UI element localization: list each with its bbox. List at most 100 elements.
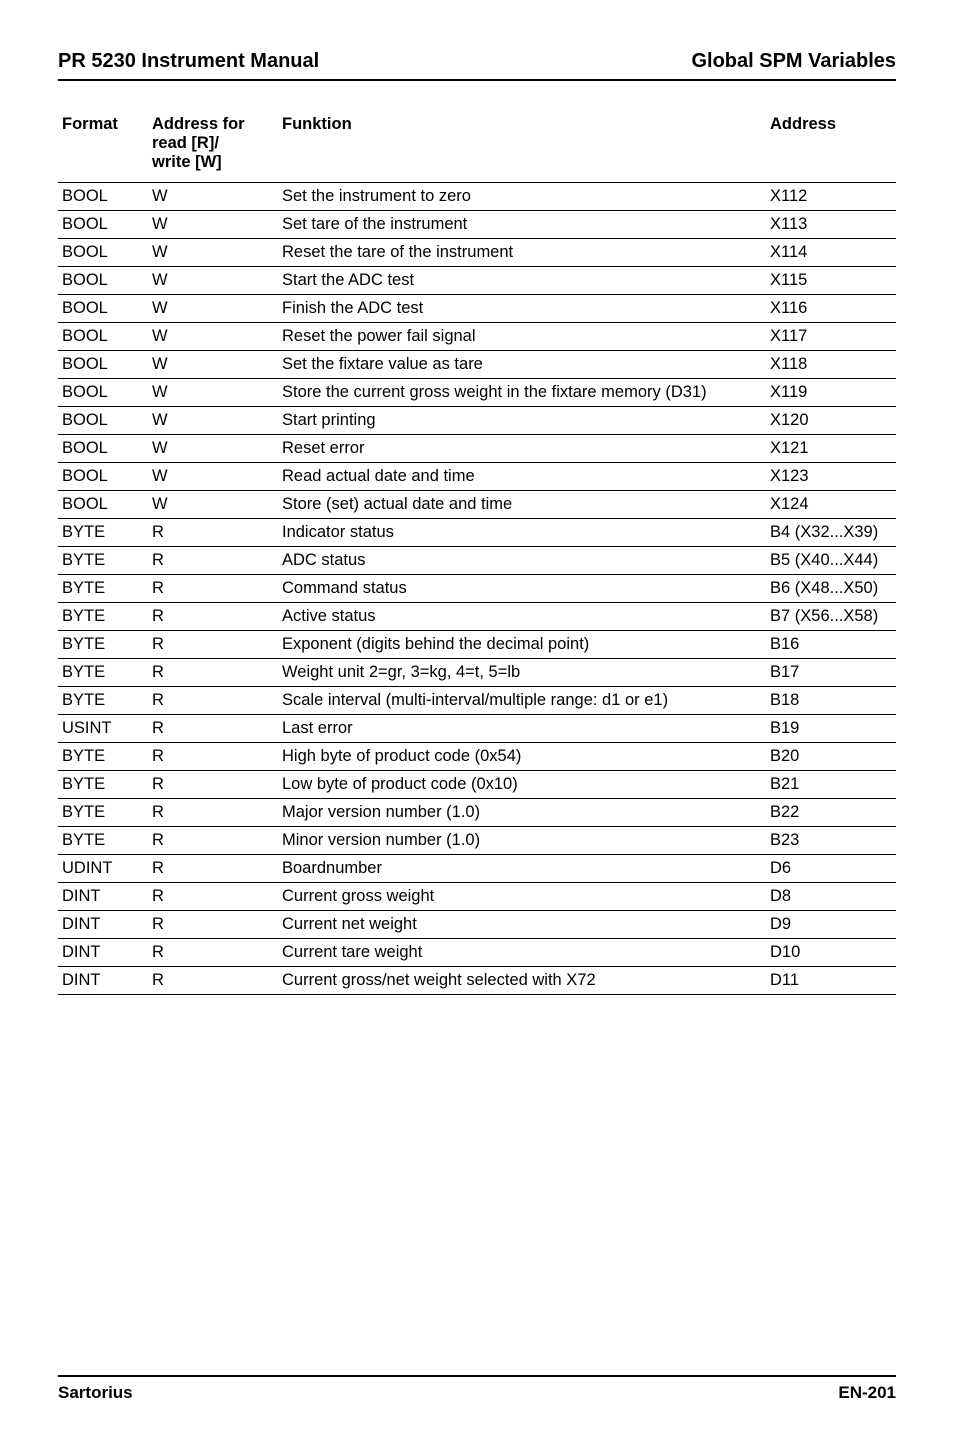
cell-format: BOOL [58,183,148,211]
cell-format: BOOL [58,407,148,435]
cell-func: Set the instrument to zero [278,183,766,211]
cell-func: Weight unit 2=gr, 3=kg, 4=t, 5=lb [278,659,766,687]
cell-func: Scale interval (multi-interval/multiple … [278,687,766,715]
cell-rw: R [148,687,278,715]
cell-rw: R [148,743,278,771]
table-row: BYTERADC statusB5 (X40...X44) [58,547,896,575]
cell-format: BYTE [58,575,148,603]
spm-table: Format Address for read [R]/ write [W] F… [58,109,896,995]
table-row: BOOLWSet the fixtare value as tareX118 [58,351,896,379]
cell-format: BYTE [58,743,148,771]
cell-func: High byte of product code (0x54) [278,743,766,771]
table-row: BYTERIndicator statusB4 (X32...X39) [58,519,896,547]
cell-addr: X120 [766,407,896,435]
table-row: BYTERCommand statusB6 (X48...X50) [58,575,896,603]
cell-func: Read actual date and time [278,463,766,491]
cell-func: Start the ADC test [278,267,766,295]
cell-addr: D8 [766,883,896,911]
cell-format: BOOL [58,463,148,491]
table-row: DINTRCurrent gross weightD8 [58,883,896,911]
cell-rw: R [148,827,278,855]
cell-addr: B16 [766,631,896,659]
cell-rw: R [148,799,278,827]
cell-addr: X119 [766,379,896,407]
table-row: BYTERMajor version number (1.0)B22 [58,799,896,827]
cell-func: Set the fixtare value as tare [278,351,766,379]
col-rw-line2: read [R]/ [152,134,274,153]
table-row: BOOLWStart printingX120 [58,407,896,435]
cell-func: Active status [278,603,766,631]
cell-rw: W [148,295,278,323]
table-row: DINTRCurrent net weightD9 [58,911,896,939]
cell-func: Store (set) actual date and time [278,491,766,519]
cell-addr: X117 [766,323,896,351]
footer-left: Sartorius [58,1383,133,1403]
cell-addr: B5 (X40...X44) [766,547,896,575]
cell-func: Store the current gross weight in the fi… [278,379,766,407]
cell-addr: B19 [766,715,896,743]
cell-func: Major version number (1.0) [278,799,766,827]
cell-addr: D11 [766,967,896,995]
cell-addr: X124 [766,491,896,519]
table-row: BOOLWStore (set) actual date and timeX12… [58,491,896,519]
table-row: BYTERActive statusB7 (X56...X58) [58,603,896,631]
table-row: DINTRCurrent gross/net weight selected w… [58,967,896,995]
cell-addr: D9 [766,911,896,939]
cell-addr: B4 (X32...X39) [766,519,896,547]
table-row: BOOLWFinish the ADC testX116 [58,295,896,323]
cell-rw: R [148,771,278,799]
table-row: BYTERMinor version number (1.0)B23 [58,827,896,855]
cell-func: Command status [278,575,766,603]
cell-rw: R [148,967,278,995]
cell-format: BOOL [58,379,148,407]
header-right: Global SPM Variables [691,50,896,73]
cell-rw: R [148,659,278,687]
cell-addr: B7 (X56...X58) [766,603,896,631]
table-row: BYTERScale interval (multi-interval/mult… [58,687,896,715]
cell-rw: W [148,379,278,407]
cell-func: Low byte of product code (0x10) [278,771,766,799]
table-row: BOOLWStart the ADC testX115 [58,267,896,295]
cell-func: Indicator status [278,519,766,547]
table-row: BOOLWReset errorX121 [58,435,896,463]
cell-format: BYTE [58,659,148,687]
table-row: BYTERHigh byte of product code (0x54)B20 [58,743,896,771]
cell-addr: D6 [766,855,896,883]
col-addr: Address [766,109,896,183]
col-func: Funktion [278,109,766,183]
cell-addr: B22 [766,799,896,827]
cell-func: Finish the ADC test [278,295,766,323]
cell-rw: R [148,547,278,575]
cell-format: BYTE [58,687,148,715]
table-row: BOOLWStore the current gross weight in t… [58,379,896,407]
cell-addr: B23 [766,827,896,855]
table-row: USINTRLast errorB19 [58,715,896,743]
cell-addr: X112 [766,183,896,211]
cell-rw: R [148,911,278,939]
cell-rw: W [148,267,278,295]
col-rw: Address for read [R]/ write [W] [148,109,278,183]
cell-rw: R [148,939,278,967]
cell-addr: X115 [766,267,896,295]
cell-format: DINT [58,911,148,939]
cell-format: BOOL [58,491,148,519]
cell-rw: R [148,715,278,743]
cell-format: BOOL [58,295,148,323]
table-row: BYTERLow byte of product code (0x10)B21 [58,771,896,799]
cell-rw: W [148,211,278,239]
table-row: BYTERWeight unit 2=gr, 3=kg, 4=t, 5=lbB1… [58,659,896,687]
page-footer: Sartorius EN-201 [58,1375,896,1403]
cell-format: BYTE [58,603,148,631]
table-row: BOOLWReset the tare of the instrumentX11… [58,239,896,267]
cell-addr: X123 [766,463,896,491]
cell-addr: X121 [766,435,896,463]
cell-rw: R [148,883,278,911]
cell-format: BOOL [58,239,148,267]
cell-rw: R [148,631,278,659]
cell-func: ADC status [278,547,766,575]
cell-addr: B6 (X48...X50) [766,575,896,603]
table-row: BOOLWRead actual date and timeX123 [58,463,896,491]
cell-addr: B21 [766,771,896,799]
cell-rw: W [148,239,278,267]
cell-func: Current net weight [278,911,766,939]
